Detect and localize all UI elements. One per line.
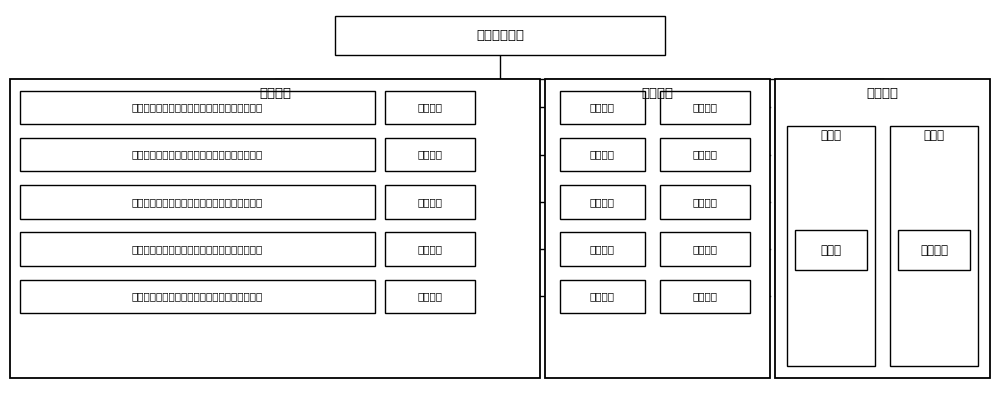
Text: 校准单元: 校准单元 <box>590 244 615 254</box>
FancyBboxPatch shape <box>898 230 970 270</box>
Text: 校准单元: 校准单元 <box>590 292 615 301</box>
FancyBboxPatch shape <box>660 280 750 313</box>
FancyBboxPatch shape <box>385 280 475 313</box>
Text: 校准棱镜: 校准棱镜 <box>693 197 718 207</box>
FancyBboxPatch shape <box>787 126 875 366</box>
Text: 校准组件: 校准组件 <box>642 87 674 100</box>
Text: 校准棱镜: 校准棱镜 <box>693 150 718 160</box>
Text: 调节单元: 调节单元 <box>418 244 442 254</box>
Text: 第一千斤顶、第二千斤顶、第三千斤顶及承接件: 第一千斤顶、第二千斤顶、第三千斤顶及承接件 <box>132 244 263 254</box>
FancyBboxPatch shape <box>545 79 770 378</box>
Text: 全站仪: 全站仪 <box>821 244 842 256</box>
FancyBboxPatch shape <box>890 126 978 366</box>
Text: 第一千斤顶、第二千斤顶、第三千斤顶及承接件: 第一千斤顶、第二千斤顶、第三千斤顶及承接件 <box>132 150 263 160</box>
FancyBboxPatch shape <box>335 16 665 55</box>
Text: 校准棱镜: 校准棱镜 <box>693 292 718 301</box>
FancyBboxPatch shape <box>660 91 750 124</box>
FancyBboxPatch shape <box>560 138 645 171</box>
Text: 调节单元: 调节单元 <box>418 150 442 160</box>
Text: 校准单元: 校准单元 <box>590 102 615 112</box>
FancyBboxPatch shape <box>560 185 645 219</box>
Text: 调节单元: 调节单元 <box>418 102 442 112</box>
FancyBboxPatch shape <box>560 280 645 313</box>
FancyBboxPatch shape <box>385 91 475 124</box>
Text: 校准棱镜: 校准棱镜 <box>693 244 718 254</box>
FancyBboxPatch shape <box>660 138 750 171</box>
Text: 计算控制组件: 计算控制组件 <box>476 29 524 42</box>
Text: 第一千斤顶、第二千斤顶、第三千斤顶及承接件: 第一千斤顶、第二千斤顶、第三千斤顶及承接件 <box>132 197 263 207</box>
FancyBboxPatch shape <box>660 185 750 219</box>
FancyBboxPatch shape <box>20 232 375 266</box>
Text: 校准单元: 校准单元 <box>590 197 615 207</box>
Text: 觇标棱镜: 觇标棱镜 <box>920 244 948 256</box>
Text: 调节组件: 调节组件 <box>259 87 291 100</box>
Text: 测站墩: 测站墩 <box>820 130 842 142</box>
FancyBboxPatch shape <box>385 185 475 219</box>
FancyBboxPatch shape <box>385 232 475 266</box>
Text: 调节单元: 调节单元 <box>418 292 442 301</box>
FancyBboxPatch shape <box>20 185 375 219</box>
FancyBboxPatch shape <box>20 280 375 313</box>
Text: 测量组件: 测量组件 <box>867 87 899 100</box>
FancyBboxPatch shape <box>795 230 867 270</box>
FancyBboxPatch shape <box>560 232 645 266</box>
FancyBboxPatch shape <box>10 79 540 378</box>
Text: 觇标墩: 觇标墩 <box>923 130 944 142</box>
Text: 第一千斤顶、第二千斤顶、第三千斤顶及承接件: 第一千斤顶、第二千斤顶、第三千斤顶及承接件 <box>132 292 263 301</box>
Text: 校准单元: 校准单元 <box>590 150 615 160</box>
FancyBboxPatch shape <box>775 79 990 378</box>
FancyBboxPatch shape <box>385 138 475 171</box>
Text: 第一千斤顶、第二千斤顶、第三千斤顶及承接件: 第一千斤顶、第二千斤顶、第三千斤顶及承接件 <box>132 102 263 112</box>
FancyBboxPatch shape <box>660 232 750 266</box>
FancyBboxPatch shape <box>560 91 645 124</box>
Text: 调节单元: 调节单元 <box>418 197 442 207</box>
Text: 校准棱镜: 校准棱镜 <box>693 102 718 112</box>
FancyBboxPatch shape <box>20 138 375 171</box>
FancyBboxPatch shape <box>20 91 375 124</box>
